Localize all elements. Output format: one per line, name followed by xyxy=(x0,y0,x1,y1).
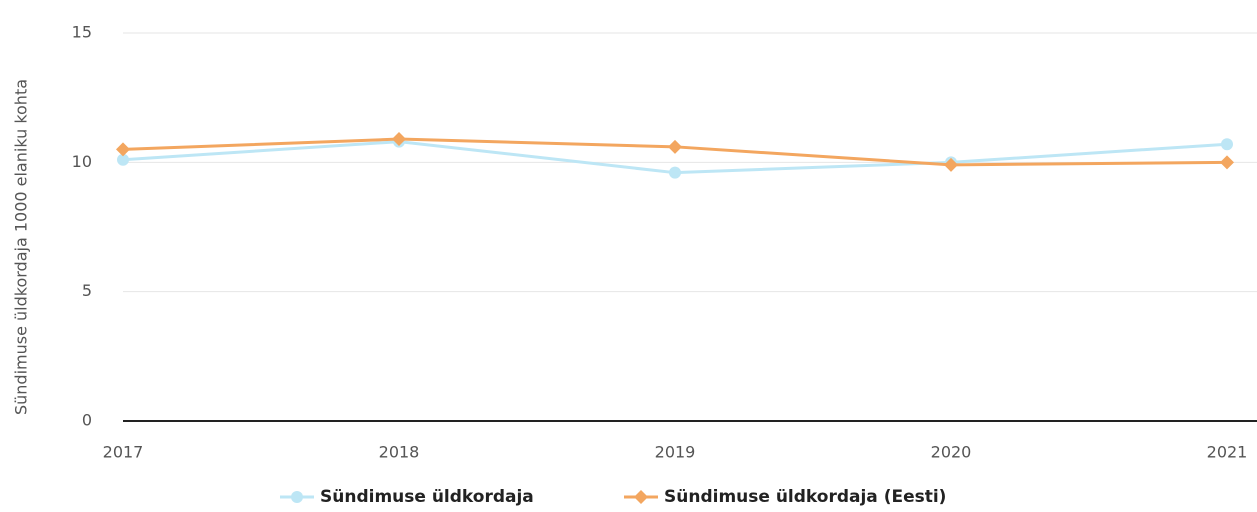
legend-label: Sündimuse üldkordaja (Eesti) xyxy=(664,487,946,507)
point xyxy=(944,157,958,172)
point xyxy=(669,166,681,179)
point xyxy=(117,153,129,166)
y-axis-label: Sündimuse üldkordaja 1000 elaniku kohta xyxy=(12,79,31,415)
point xyxy=(392,132,406,147)
y-tick-label: 5 xyxy=(82,281,92,300)
legend-marker xyxy=(291,491,303,503)
x-tick-label: 2019 xyxy=(655,443,696,462)
point xyxy=(1221,138,1233,151)
y-tick-label: 10 xyxy=(72,152,92,171)
point xyxy=(668,139,682,154)
legend-label: Sündimuse üldkordaja xyxy=(320,487,534,507)
x-tick-label: 2021 xyxy=(1207,443,1248,462)
x-tick-label: 2018 xyxy=(379,443,420,462)
point xyxy=(1220,155,1234,170)
x-tick-label: 2020 xyxy=(931,443,972,462)
y-tick-label: 0 xyxy=(82,411,92,430)
point xyxy=(116,142,130,157)
x-tick-label: 2017 xyxy=(103,443,144,462)
y-tick-label: 15 xyxy=(72,23,92,42)
legend-marker xyxy=(634,490,648,504)
